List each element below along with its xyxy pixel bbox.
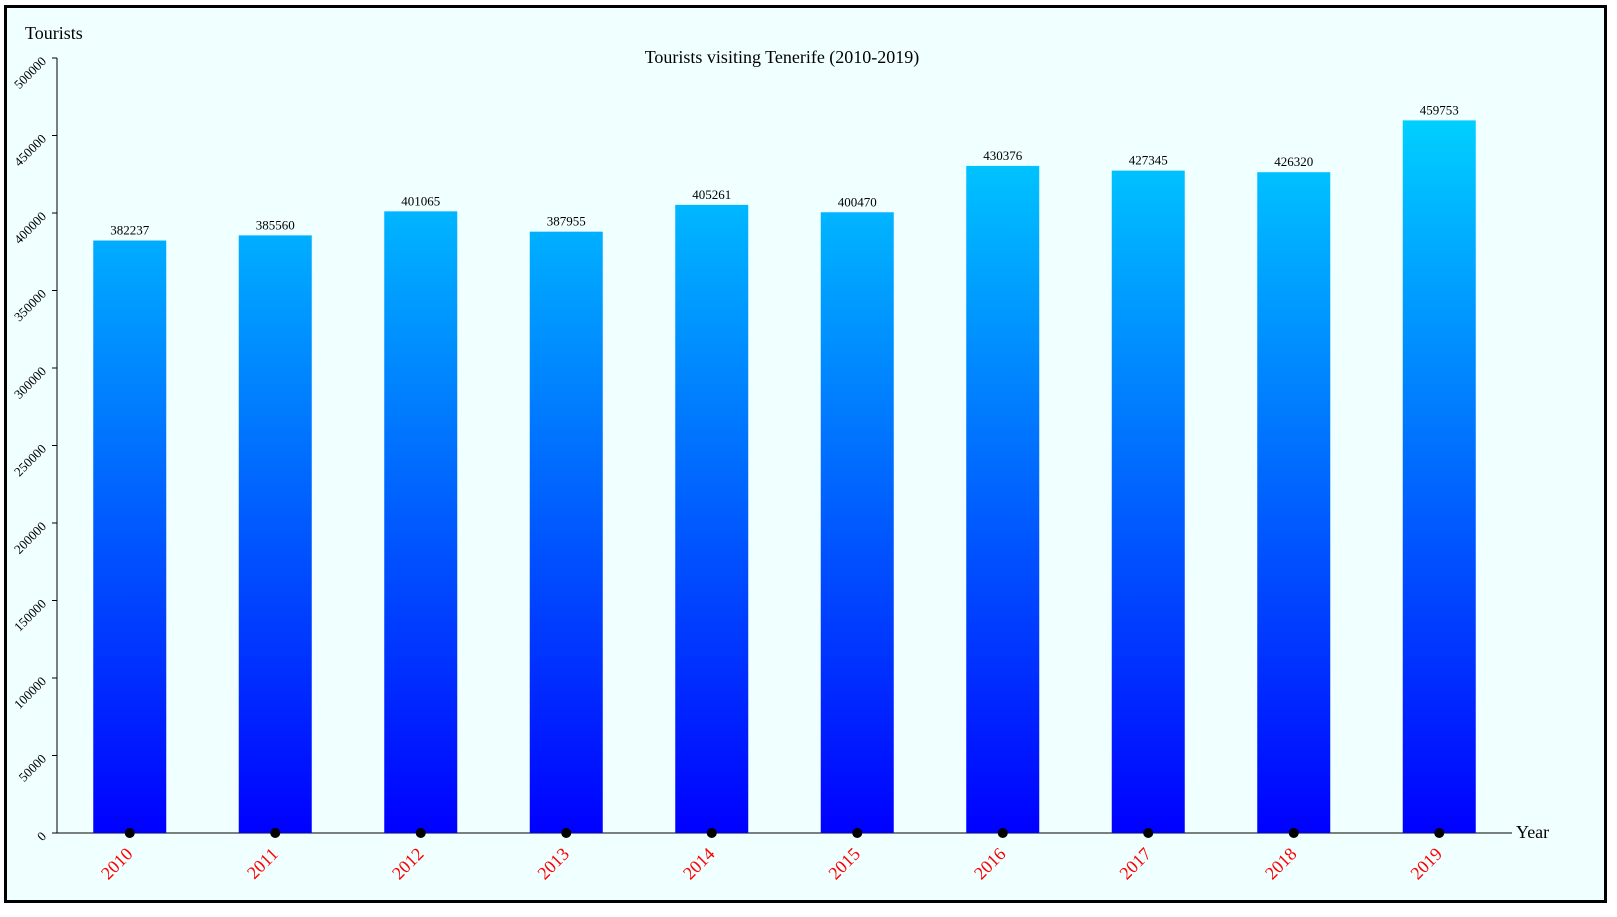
x-tick-label: 2011 xyxy=(243,844,282,883)
bar-2013 xyxy=(529,231,603,834)
bar-value-label: 426320 xyxy=(1274,154,1313,169)
x-tick-label: 2019 xyxy=(1406,844,1446,884)
bar-2014 xyxy=(675,204,749,833)
y-tick-label: 250000 xyxy=(11,441,49,479)
y-tick-label: 100000 xyxy=(11,674,49,712)
x-tick-dot xyxy=(1288,828,1299,838)
x-tick-label: 2018 xyxy=(1261,844,1301,884)
bar-value-label: 427345 xyxy=(1129,153,1168,168)
bar-value-label: 385560 xyxy=(256,217,295,232)
x-tick-dot xyxy=(706,828,717,838)
y-tick-label: 300000 xyxy=(11,364,49,402)
bar-value-label: 382237 xyxy=(110,223,150,238)
bar-chart: Tourists visiting Tenerife (2010-2019) T… xyxy=(11,23,1549,883)
bar-value-label: 387955 xyxy=(547,214,586,229)
x-tick-dot xyxy=(270,828,281,838)
y-axis-ticks: 0 50000 100000 150000 200000 250000 300000 3500… xyxy=(11,54,57,844)
x-tick-label: 2016 xyxy=(970,844,1010,884)
bar-value-label: 400470 xyxy=(838,194,877,209)
bar-2010 xyxy=(93,240,167,833)
chart-title: Tourists visiting Tenerife (2010-2019) xyxy=(645,47,920,68)
x-axis-ticks: 2010 2011 2012 2013 2014 2015 2016 2017 2018 2019 xyxy=(97,828,1446,883)
x-tick-label: 2015 xyxy=(824,844,864,884)
bar-2018 xyxy=(1257,172,1331,834)
bar-value-label: 459753 xyxy=(1420,102,1459,117)
x-tick-label: 2013 xyxy=(533,844,573,884)
bar-value-label: 430376 xyxy=(983,148,1023,163)
bars-group: 382237 385560 401065 387955 405261 400470 4303… xyxy=(93,102,1476,834)
x-tick-dot xyxy=(852,828,863,838)
bar-2017 xyxy=(1111,170,1185,834)
x-tick-label: 2014 xyxy=(679,844,719,884)
chart-frame: Tourists visiting Tenerife (2010-2019) T… xyxy=(4,5,1607,903)
y-axis-label: Tourists xyxy=(25,23,83,43)
y-tick-label: 0 xyxy=(34,829,49,844)
bar-2015 xyxy=(820,212,894,834)
x-tick-label: 2012 xyxy=(388,844,428,884)
y-tick-label: 200000 xyxy=(11,519,49,557)
x-axis-label: Year xyxy=(1516,822,1549,842)
y-tick-label: 400000 xyxy=(11,209,49,247)
x-tick-dot xyxy=(124,828,135,838)
bar-value-label: 401065 xyxy=(401,193,440,208)
x-tick-label: 2010 xyxy=(97,844,137,884)
bar-2011 xyxy=(238,235,312,833)
bar-2012 xyxy=(384,211,458,833)
y-tick-label: 350000 xyxy=(11,286,49,324)
x-tick-dot xyxy=(1434,828,1445,838)
bar-2019 xyxy=(1402,120,1476,833)
x-tick-label: 2017 xyxy=(1115,844,1155,884)
y-tick-label: 450000 xyxy=(11,131,49,169)
y-tick-label: 500000 xyxy=(11,54,49,92)
x-tick-dot xyxy=(415,828,426,838)
bar-value-label: 405261 xyxy=(692,187,731,202)
x-tick-dot xyxy=(561,828,572,838)
x-tick-dot xyxy=(997,828,1008,838)
x-tick-dot xyxy=(1143,828,1154,838)
y-tick-label: 50000 xyxy=(16,751,50,785)
bar-2016 xyxy=(966,165,1040,833)
y-tick-label: 150000 xyxy=(11,596,49,634)
